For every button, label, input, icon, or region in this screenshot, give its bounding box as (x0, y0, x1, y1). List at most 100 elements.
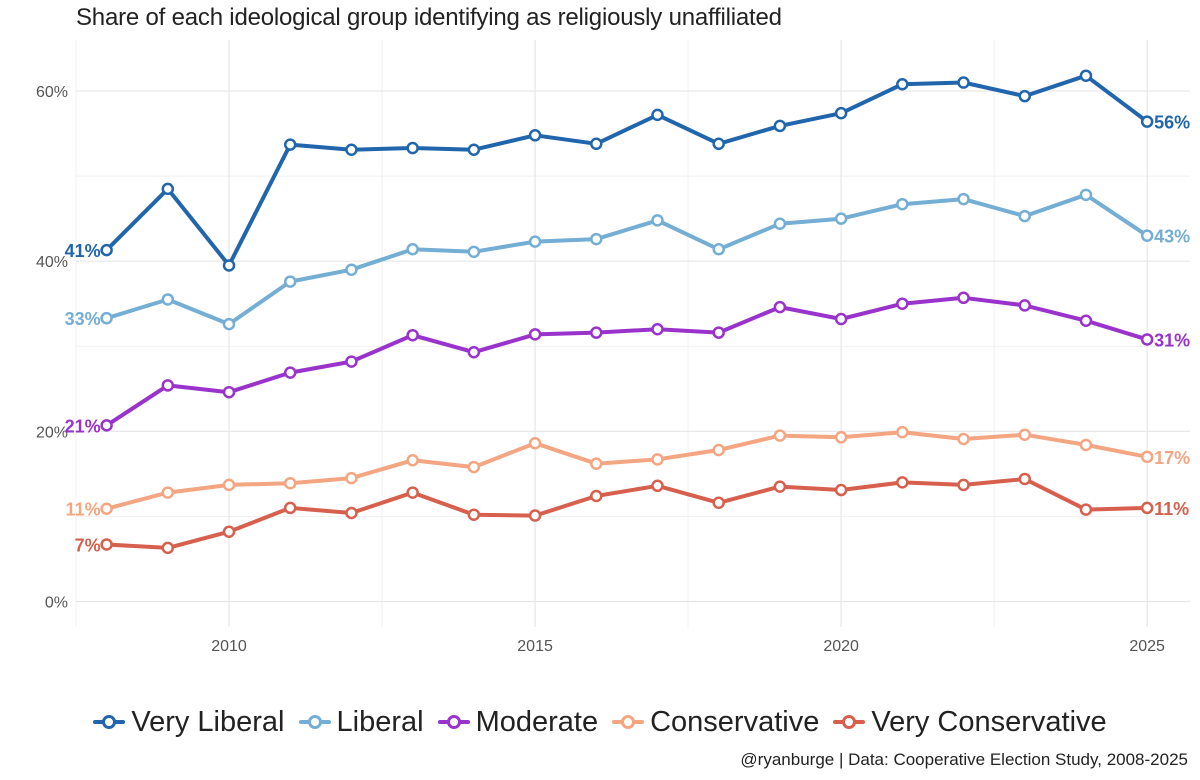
data-point (406, 486, 419, 499)
data-point (896, 425, 909, 439)
data-labels: 41% 56% 33% 43% 21% 31% 11% 17% 7% 11% (65, 113, 1191, 556)
data-point (590, 232, 603, 246)
data-point (1140, 501, 1154, 515)
data-point (1018, 299, 1031, 312)
data-point (957, 432, 970, 446)
legend-key-icon (298, 715, 331, 729)
data-point (406, 141, 419, 155)
legend-key-icon (612, 715, 645, 729)
data-point (590, 137, 603, 151)
legend-label: Moderate (475, 705, 599, 738)
data-point (467, 143, 481, 156)
data-point (528, 436, 542, 450)
axis-tick-labels: 2010 2015 2020 2025 0% 20% 40% 60% (36, 84, 1165, 655)
data-point (834, 312, 848, 326)
data-point (406, 328, 419, 342)
data-point (896, 297, 909, 310)
data-point (1079, 438, 1093, 452)
series-liberal (100, 188, 1154, 331)
data-point (712, 137, 725, 151)
data-point (896, 197, 909, 211)
series-line (104, 73, 1150, 268)
end-value-label: 31% (1154, 330, 1190, 350)
data-point (345, 506, 358, 520)
legend-key-icon (93, 715, 126, 729)
data-point (712, 326, 725, 339)
data-point (467, 345, 481, 359)
legend-item: Very Liberal (93, 705, 285, 739)
data-point (283, 501, 297, 515)
start-value-label: 33% (65, 309, 101, 329)
line-chart: 2010 2015 2020 2025 0% 20% 40% 60% 41% 56% 33% 43%… (36, 40, 1191, 655)
data-point (651, 322, 664, 336)
series-line (104, 477, 1150, 550)
data-point (100, 311, 113, 325)
legend-label: Conservative (650, 705, 820, 738)
data-point (1018, 89, 1031, 103)
legend: Very Liberal Liberal Moderate Conservative V… (0, 700, 1200, 744)
series-line (104, 192, 1150, 327)
data-point (712, 243, 725, 256)
data-point (161, 541, 175, 555)
start-value-label: 7% (75, 535, 101, 555)
y-tick-label: 20% (36, 424, 68, 441)
data-point (1140, 229, 1154, 242)
data-point (345, 143, 358, 156)
data-point (651, 479, 664, 493)
data-point (222, 259, 236, 272)
data-point (283, 138, 297, 151)
series-line (104, 430, 1150, 511)
data-point (283, 366, 297, 379)
data-point (528, 509, 542, 522)
data-point (651, 108, 664, 122)
data-point (222, 525, 236, 538)
data-point (1018, 428, 1031, 441)
series-line (104, 295, 1150, 428)
data-point (834, 483, 848, 497)
data-point (161, 486, 175, 499)
end-value-label: 56% (1154, 113, 1190, 133)
data-point (100, 243, 113, 257)
data-point (651, 214, 664, 227)
data-point (590, 457, 603, 470)
data-point (161, 379, 175, 392)
data-point (222, 317, 236, 331)
data-point (590, 489, 603, 503)
data-point (406, 454, 419, 467)
legend-item: Moderate (437, 705, 599, 739)
data-point (467, 508, 481, 521)
legend-label: Very Liberal (131, 705, 285, 738)
chart-caption: @ryanburge | Data: Cooperative Election … (740, 750, 1188, 769)
data-point (1140, 333, 1154, 346)
x-tick-label: 2010 (211, 638, 247, 655)
data-point (1018, 472, 1031, 486)
data-point (283, 275, 297, 288)
data-point (161, 293, 175, 306)
data-point (222, 478, 236, 492)
data-point (345, 471, 358, 485)
x-tick-label: 2020 (823, 638, 859, 655)
series-very-liberal (100, 69, 1154, 272)
data-point (834, 431, 848, 444)
data-point (1140, 450, 1154, 464)
series-lines (100, 69, 1154, 555)
x-tick-label: 2025 (1129, 638, 1165, 655)
start-value-label: 11% (66, 500, 101, 520)
end-value-label: 17% (1154, 448, 1190, 468)
data-point (773, 119, 787, 133)
data-point (957, 291, 970, 305)
y-tick-label: 0% (45, 594, 68, 611)
start-value-label: 21% (65, 416, 101, 436)
data-point (1079, 314, 1093, 327)
data-point (528, 129, 542, 142)
series-very-conservative (100, 472, 1154, 555)
data-point (161, 182, 175, 196)
end-value-label: 43% (1154, 227, 1190, 247)
legend-key-icon (833, 715, 866, 729)
data-point (712, 496, 725, 510)
legend-item: Conservative (612, 706, 819, 739)
series-conservative (100, 425, 1154, 515)
y-tick-label: 40% (36, 254, 68, 271)
data-point (896, 77, 909, 91)
end-value-label: 11% (1154, 499, 1189, 519)
